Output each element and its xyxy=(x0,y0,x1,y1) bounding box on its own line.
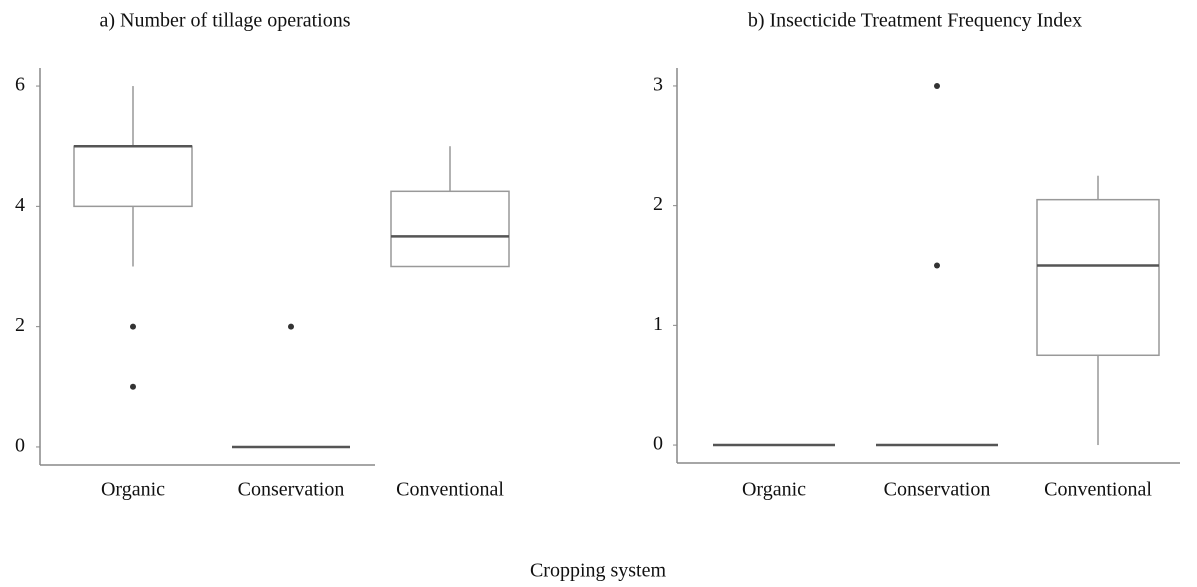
y-tick-label: 2 xyxy=(15,314,25,336)
x-axis-title: Cropping system xyxy=(530,560,667,582)
x-tick-label: Conventional xyxy=(1044,479,1152,501)
y-tick-label: 4 xyxy=(15,194,25,216)
outlier xyxy=(130,323,136,330)
x-tick-label: Organic xyxy=(101,479,165,501)
x-tick-label: Conservation xyxy=(238,479,345,501)
chart-title: b) Insecticide Treatment Frequency Index xyxy=(748,10,1082,32)
y-tick-label: 0 xyxy=(653,433,663,455)
x-tick-label: Conservation xyxy=(884,479,991,501)
box xyxy=(73,145,193,208)
y-tick-label: 1 xyxy=(653,313,663,335)
box xyxy=(390,190,510,268)
chart-title: a) Number of tillage operations xyxy=(99,10,350,32)
y-tick-label: 0 xyxy=(15,435,25,457)
outlier xyxy=(934,82,940,89)
x-tick-label: Organic xyxy=(742,479,806,501)
y-tick-label: 3 xyxy=(653,74,663,96)
box xyxy=(1036,198,1160,357)
y-tick-label: 2 xyxy=(653,193,663,215)
outlier xyxy=(288,323,294,330)
outlier xyxy=(934,262,940,269)
x-tick-label: Conventional xyxy=(396,479,504,501)
outlier xyxy=(130,383,136,390)
y-tick-label: 6 xyxy=(15,74,25,96)
